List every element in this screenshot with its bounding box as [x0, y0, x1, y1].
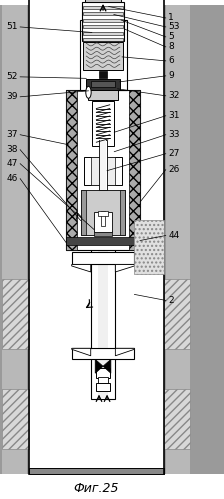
Text: 47: 47: [6, 159, 17, 168]
Bar: [66, 90, 77, 250]
Text: 32: 32: [168, 91, 180, 100]
Bar: [66, 237, 140, 245]
Bar: [83, 38, 123, 41]
Polygon shape: [72, 264, 91, 272]
Bar: [98, 377, 108, 384]
Bar: [129, 90, 140, 250]
Bar: [29, 468, 164, 474]
Text: 53: 53: [168, 22, 180, 31]
Polygon shape: [72, 348, 91, 356]
Text: 51: 51: [6, 22, 17, 31]
Text: 2: 2: [168, 296, 174, 305]
Bar: [84, 157, 122, 185]
Bar: [83, 25, 123, 28]
Text: 8: 8: [168, 42, 174, 51]
Text: 9: 9: [168, 71, 174, 80]
Bar: [164, 5, 224, 474]
Text: 31: 31: [168, 111, 180, 120]
Bar: [82, 2, 124, 41]
Bar: [66, 90, 140, 250]
Polygon shape: [103, 359, 111, 373]
Bar: [83, 19, 123, 22]
Bar: [92, 101, 114, 146]
Bar: [166, 5, 190, 474]
Text: 44: 44: [168, 231, 180, 240]
Bar: [134, 220, 164, 274]
Bar: [81, 190, 125, 235]
Bar: [91, 100, 115, 399]
Bar: [83, 6, 123, 9]
Text: Фиг.25: Фиг.25: [73, 482, 119, 495]
Bar: [81, 190, 86, 235]
Polygon shape: [95, 359, 103, 373]
Bar: [29, 5, 164, 474]
Bar: [96, 383, 110, 391]
Bar: [2, 279, 29, 349]
Text: 1: 1: [168, 13, 174, 22]
Circle shape: [86, 86, 91, 98]
Text: 38: 38: [6, 145, 17, 154]
Bar: [85, 0, 121, 2]
Bar: [100, 140, 106, 190]
Text: 27: 27: [168, 149, 180, 158]
Bar: [0, 5, 29, 474]
Bar: [2, 5, 27, 474]
Text: 52: 52: [6, 72, 17, 81]
Bar: [96, 368, 110, 378]
Bar: [99, 140, 107, 190]
Bar: [86, 79, 120, 90]
Bar: [72, 348, 134, 359]
Bar: [88, 87, 118, 100]
Bar: [94, 212, 112, 232]
Polygon shape: [115, 348, 134, 356]
Bar: [120, 190, 125, 235]
Bar: [2, 389, 29, 449]
Bar: [98, 100, 108, 399]
Bar: [91, 157, 115, 185]
Bar: [83, 42, 123, 70]
Text: 26: 26: [168, 165, 180, 174]
Bar: [80, 20, 127, 90]
Bar: [83, 32, 123, 35]
Bar: [99, 71, 107, 78]
Text: 37: 37: [6, 130, 17, 139]
Text: 5: 5: [168, 32, 174, 41]
Text: 6: 6: [168, 56, 174, 65]
Text: 39: 39: [6, 92, 17, 101]
Bar: [98, 211, 108, 216]
Bar: [83, 12, 123, 15]
Text: 46: 46: [6, 174, 17, 183]
Text: 33: 33: [168, 130, 180, 139]
Bar: [94, 231, 112, 236]
Bar: [101, 211, 105, 226]
Bar: [91, 81, 115, 87]
Bar: [164, 279, 190, 349]
Polygon shape: [115, 264, 134, 272]
Bar: [72, 252, 134, 264]
Bar: [164, 389, 190, 449]
